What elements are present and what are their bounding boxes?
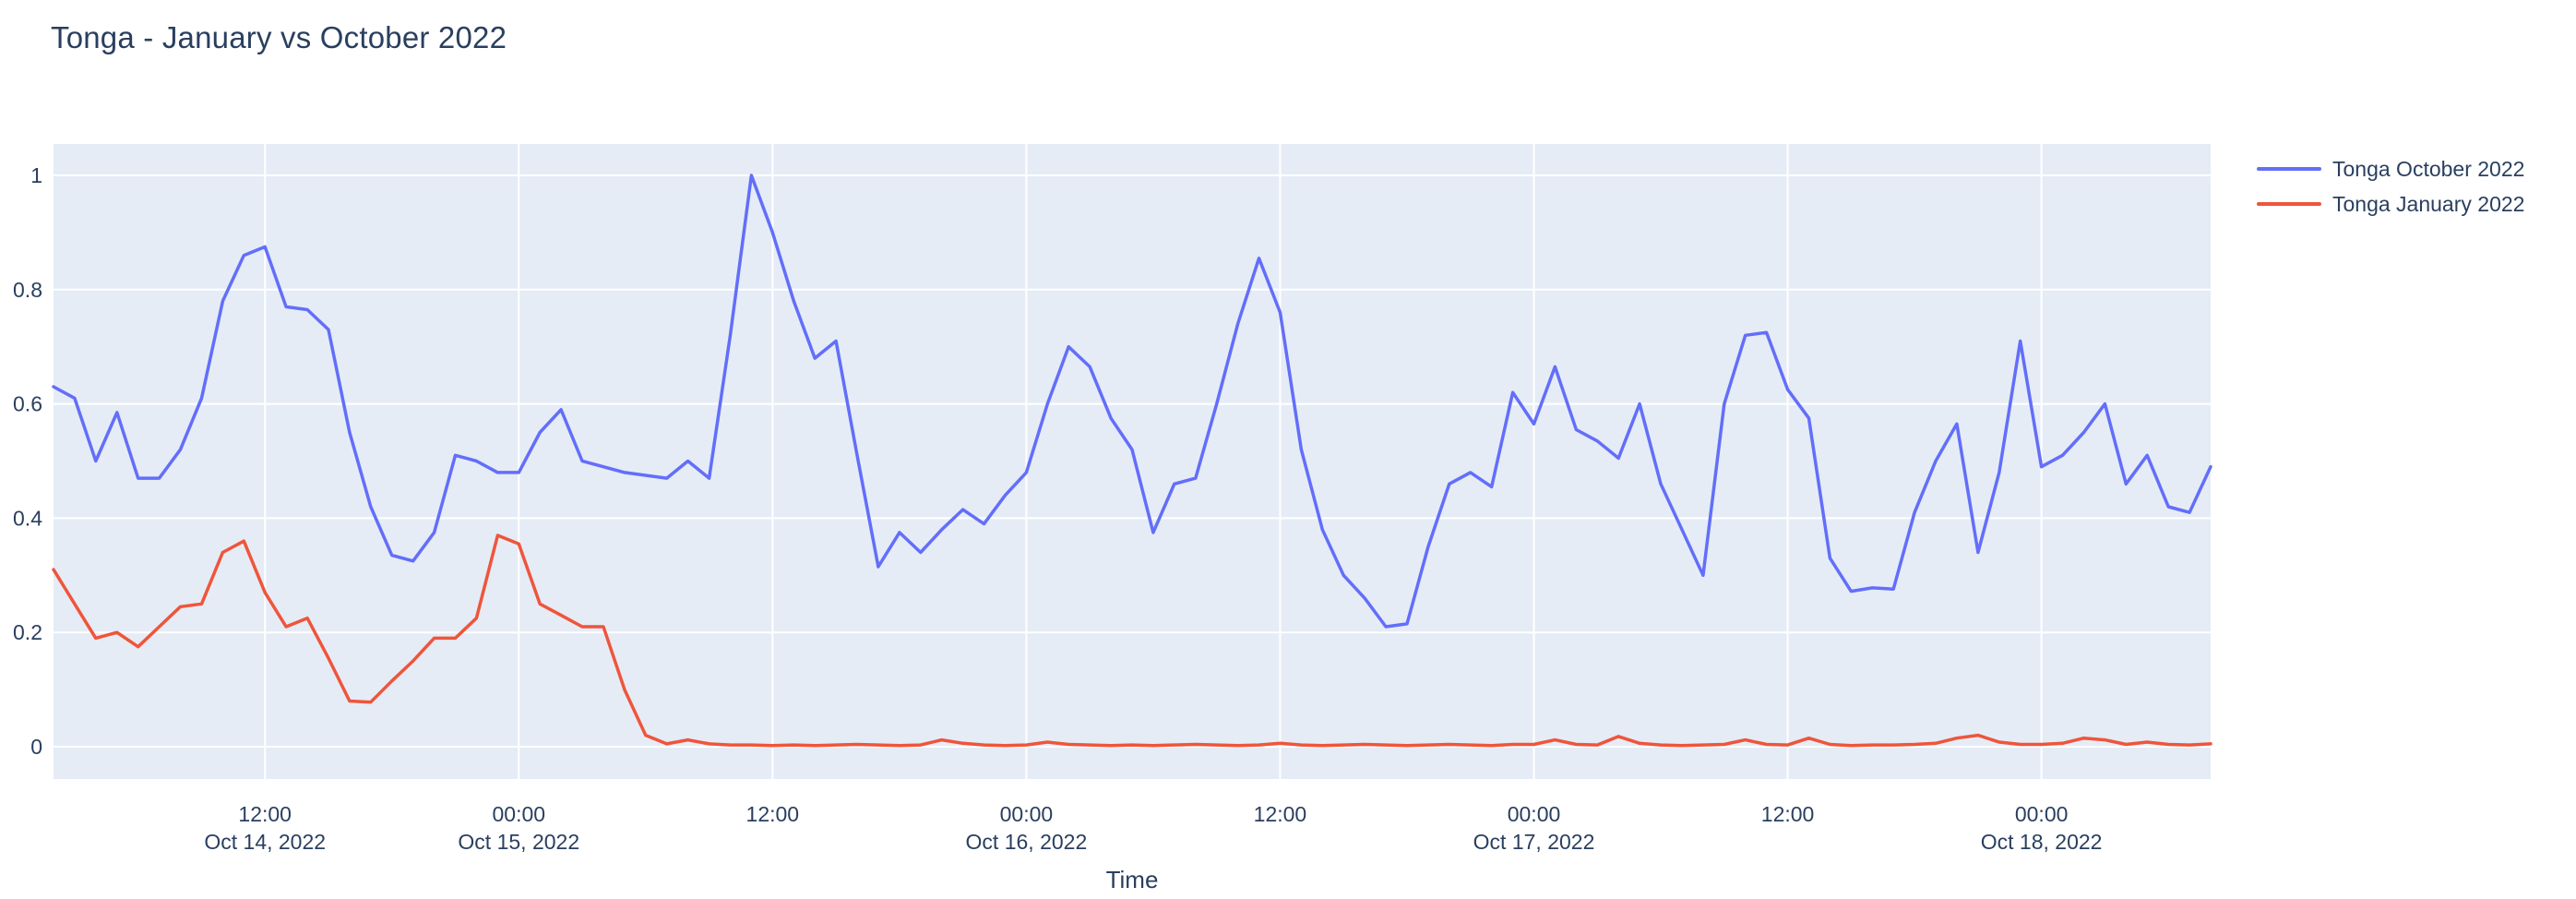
x-tick-time-label: 00:00: [1000, 802, 1054, 826]
y-tick-label-0: 0: [30, 735, 42, 759]
x-tick-time-label: 12:00: [746, 802, 800, 826]
x-tick-date-label: Oct 17, 2022: [1473, 830, 1595, 854]
legend: Tonga October 2022 Tonga January 2022: [2257, 157, 2524, 227]
legend-line-swatch-january: [2257, 202, 2321, 206]
x-tick-date-label: Oct 14, 2022: [204, 830, 326, 854]
y-tick-label-0.4: 0.4: [13, 506, 42, 530]
series-line-tonga-january-2022[interactable]: [52, 533, 2212, 748]
x-tick-time-label: 12:00: [238, 802, 292, 826]
legend-item-tonga-january-2022[interactable]: Tonga January 2022: [2257, 192, 2524, 216]
x-tick-time-label: 00:00: [2015, 802, 2069, 826]
legend-item-tonga-october-2022[interactable]: Tonga October 2022: [2257, 157, 2524, 181]
x-tick-date-label: Oct 18, 2022: [1981, 830, 2103, 854]
legend-label-october: Tonga October 2022: [2332, 156, 2525, 181]
x-tick-time-label: 12:00: [1254, 802, 1307, 826]
series-line-tonga-october-2022[interactable]: [52, 174, 2212, 629]
x-tick-time-label: 12:00: [1761, 802, 1815, 826]
y-tick-label-0.6: 0.6: [13, 392, 42, 416]
x-axis-title: Time: [1105, 866, 1159, 893]
y-tick-label-1: 1: [30, 163, 42, 187]
plot-area[interactable]: [54, 144, 2211, 779]
y-tick-label-0.2: 0.2: [13, 620, 42, 644]
x-tick-time-label: 00:00: [492, 802, 545, 826]
x-tick-date-label: Oct 16, 2022: [966, 830, 1088, 854]
legend-label-january: Tonga January 2022: [2332, 191, 2525, 216]
x-tick-date-label: Oct 15, 2022: [458, 830, 579, 854]
y-tick-label-0.8: 0.8: [13, 278, 42, 302]
x-tick-time-label: 00:00: [1508, 802, 1561, 826]
legend-line-swatch-october: [2257, 167, 2321, 171]
chart-title: Tonga - January vs October 2022: [51, 20, 507, 54]
